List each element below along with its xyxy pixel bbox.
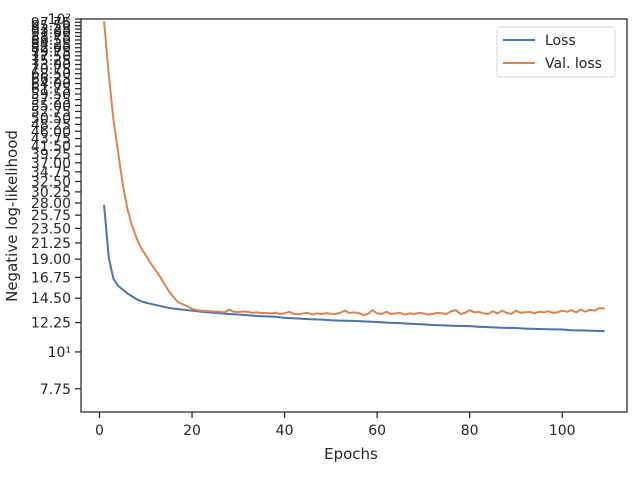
plot-frame [80, 18, 628, 413]
y-tick-label: 91.00 [31, 26, 71, 42]
y-tick-label: 68.50 [31, 67, 71, 83]
y-tick-label: 70.75 [31, 62, 71, 78]
y-tick-label: 28.00 [31, 196, 71, 212]
y-tick-label: 52.75 [31, 104, 71, 120]
y-tick-label: 88.75 [31, 29, 71, 45]
y-tick-label: 30.25 [31, 185, 71, 201]
y-tick-label: 77.50 [31, 49, 71, 65]
y-tick-label: 37.00 [31, 156, 71, 172]
y-tick-label: 50.50 [31, 111, 71, 127]
y-tick-label: 34.75 [31, 165, 71, 181]
x-tick-label: 60 [368, 423, 386, 439]
series-line-val-loss [103, 20, 605, 317]
y-tick-label: 12.25 [31, 316, 71, 332]
y-tick-label: 73.00 [31, 58, 71, 74]
legend-label-val-loss: Val. loss [545, 56, 602, 72]
y-tick-label: 14.50 [31, 291, 71, 307]
y-tick-label: 86.50 [31, 33, 71, 49]
series-layer [103, 20, 605, 333]
y-tick-label: 61.75 [31, 82, 71, 98]
x-tick-label: 0 [95, 423, 104, 439]
series-line-loss [103, 204, 605, 333]
y-tick-label: 19.00 [31, 252, 71, 268]
y-axis-label: Negative log-likelihood [3, 130, 21, 302]
y-tick-label: 41.50 [31, 139, 71, 155]
legend-label-loss: Loss [545, 33, 576, 49]
y-tick-label: 43.75 [31, 132, 71, 148]
y-tick-label: 75.25 [31, 53, 71, 69]
y-tick-label: 25.75 [31, 208, 71, 224]
y-tick-label: 82.00 [31, 41, 71, 57]
y-tick-label: 23.50 [31, 221, 71, 237]
y-tick-label: 97.75 [31, 15, 71, 31]
legend: Loss Val. loss [496, 26, 616, 78]
y-tick-label: 16.75 [31, 270, 71, 286]
y-tick-label: 84.25 [31, 37, 71, 53]
x-tick-label: 80 [461, 423, 479, 439]
x-axis-ticks: 0 20 40 60 80 100 [95, 412, 576, 439]
y-axis-ticks: 7.75 10¹ 12.25 14.50 16.75 19.0021.2523.5025.… [31, 12, 81, 398]
y-tick-label: 7.75 [40, 382, 71, 398]
x-axis-label: Epochs [324, 445, 378, 463]
x-tick-label: 100 [549, 423, 576, 439]
y-tick-label: 64.00 [31, 77, 71, 93]
y-tick-label: 48.25 [31, 117, 71, 133]
y-tick-label: 66.25 [31, 72, 71, 88]
y-tick-label: 39.25 [31, 147, 71, 163]
y-tick-label: 79.75 [31, 45, 71, 61]
y-tick-label: 32.50 [31, 175, 71, 191]
y-tick-label: 57.25 [31, 93, 71, 109]
y-tick-label: 93.25 [31, 22, 71, 38]
x-tick-label: 20 [183, 423, 201, 439]
y-tick-label: 95.50 [31, 19, 71, 35]
y-tick-label: 21.25 [31, 236, 71, 252]
y-tick-label: 59.50 [31, 87, 71, 103]
y-tick-label: 10² [48, 12, 71, 28]
x-tick-label: 40 [276, 423, 294, 439]
y-tick-label: 10¹ [48, 345, 71, 361]
y-tick-label: 55.00 [31, 98, 71, 114]
y-tick-label: 46.00 [31, 124, 71, 140]
